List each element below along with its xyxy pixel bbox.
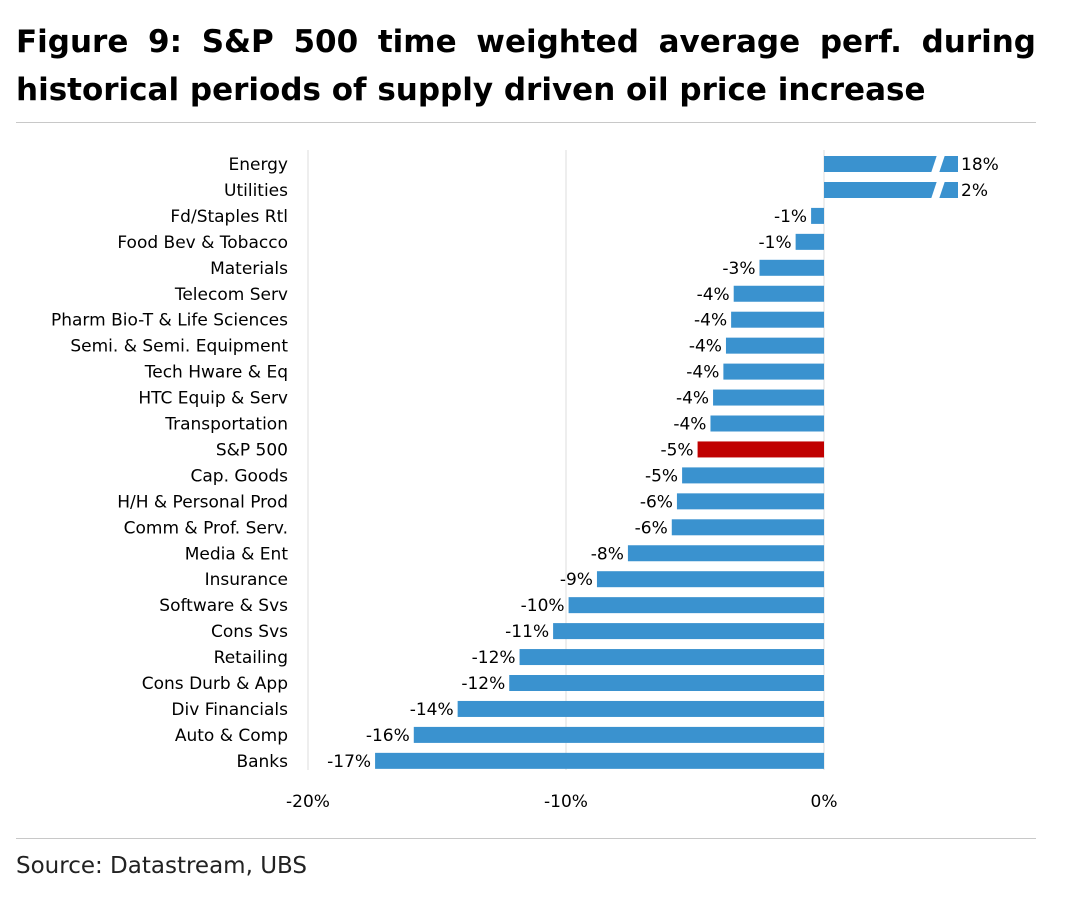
data-label: -14%: [410, 700, 454, 720]
category-label: Semi. & Semi. Equipment: [70, 337, 288, 357]
data-label: -4%: [673, 415, 706, 435]
source-divider: [16, 838, 1036, 839]
data-label: -4%: [694, 311, 727, 331]
bars: [375, 155, 958, 769]
category-label: S&P 500: [216, 440, 288, 460]
data-label: -5%: [645, 466, 678, 486]
bar: [676, 493, 824, 510]
category-label: Banks: [236, 752, 288, 772]
chart-title: Figure 9: S&P 500 time weighted average …: [16, 24, 1036, 108]
data-label: -1%: [774, 207, 807, 227]
data-label: -4%: [689, 337, 722, 357]
bar: [731, 311, 824, 328]
category-label: Cons Svs: [211, 622, 288, 642]
data-label: -8%: [591, 544, 624, 564]
bar: [375, 752, 824, 769]
bar: [811, 207, 824, 224]
category-label: Fd/Staples Rtl: [170, 207, 288, 227]
data-label: -12%: [472, 648, 516, 668]
bar: [824, 181, 958, 198]
data-label: 2%: [961, 181, 988, 201]
bar: [509, 675, 824, 691]
x-tick-label: -10%: [544, 792, 588, 812]
data-label: -4%: [697, 285, 730, 305]
bar-chart: Energy Utilities Fd/Staples Rtl Food Bev & …: [51, 150, 999, 812]
category-label: Insurance: [205, 570, 288, 590]
data-label: -11%: [505, 622, 549, 642]
bar: [457, 700, 824, 717]
bar: [824, 156, 958, 172]
data-label: -6%: [635, 518, 668, 538]
bar: [568, 597, 824, 614]
category-label: Energy: [228, 155, 288, 175]
axis-break-mark: [931, 155, 945, 173]
bar: [723, 363, 824, 380]
bar: [713, 389, 824, 406]
category-label: Transportation: [164, 415, 288, 435]
bar: [710, 415, 824, 432]
data-label: -5%: [660, 440, 693, 460]
category-label: Cons Durb & App: [142, 674, 288, 694]
bar: [413, 726, 824, 743]
bar: [627, 545, 824, 562]
category-label: Retailing: [214, 648, 288, 668]
data-label: -17%: [327, 752, 371, 772]
category-label: Auto & Comp: [175, 726, 288, 746]
value-labels: 18%2%-1%-1%-3%-4%-4%-4%-4%-4%-4%-5%-5%-6…: [327, 155, 999, 772]
bar: [596, 571, 824, 588]
bar: [671, 519, 824, 536]
bar: [795, 233, 824, 250]
bar: [733, 285, 824, 302]
category-label: H/H & Personal Prod: [117, 492, 288, 512]
x-axis-ticks: -20% -10% 0%: [286, 792, 837, 812]
category-label: Comm & Prof. Serv.: [124, 518, 288, 538]
title-divider: [16, 122, 1036, 123]
data-label: -9%: [560, 570, 593, 590]
category-label: Utilities: [224, 181, 288, 201]
data-label: -4%: [676, 389, 709, 409]
data-label: 18%: [961, 155, 999, 175]
source-note: Source: Datastream, UBS: [16, 853, 308, 879]
data-label: -6%: [640, 492, 673, 512]
category-label: HTC Equip & Serv: [138, 389, 288, 409]
x-tick-label: 0%: [811, 792, 838, 812]
data-label: -3%: [722, 259, 755, 279]
category-labels: Energy Utilities Fd/Staples Rtl Food Bev & …: [51, 155, 288, 772]
category-label: Telecom Serv: [174, 285, 288, 305]
category-label: Food Bev & Tobacco: [117, 233, 288, 253]
data-label: -4%: [686, 363, 719, 383]
category-label: Materials: [210, 259, 288, 279]
axis-break-mark: [931, 180, 945, 199]
category-label: Media & Ent: [185, 544, 289, 564]
bar: [519, 649, 824, 666]
data-label: -12%: [461, 674, 505, 694]
category-label: Tech Hware & Eq: [144, 363, 288, 383]
data-label: -1%: [759, 233, 792, 253]
bar: [725, 337, 824, 354]
bar: [553, 623, 824, 640]
x-tick-label: -20%: [286, 792, 330, 812]
gridlines: [307, 150, 825, 770]
category-label: Cap. Goods: [190, 466, 288, 486]
bar: [697, 441, 824, 458]
data-label: -10%: [521, 596, 565, 616]
category-label: Div Financials: [171, 700, 288, 720]
category-label: Software & Svs: [159, 596, 288, 616]
bar: [759, 259, 824, 276]
data-label: -16%: [366, 726, 410, 746]
bar: [682, 467, 824, 484]
category-label: Pharm Bio-T & Life Sciences: [51, 311, 288, 331]
